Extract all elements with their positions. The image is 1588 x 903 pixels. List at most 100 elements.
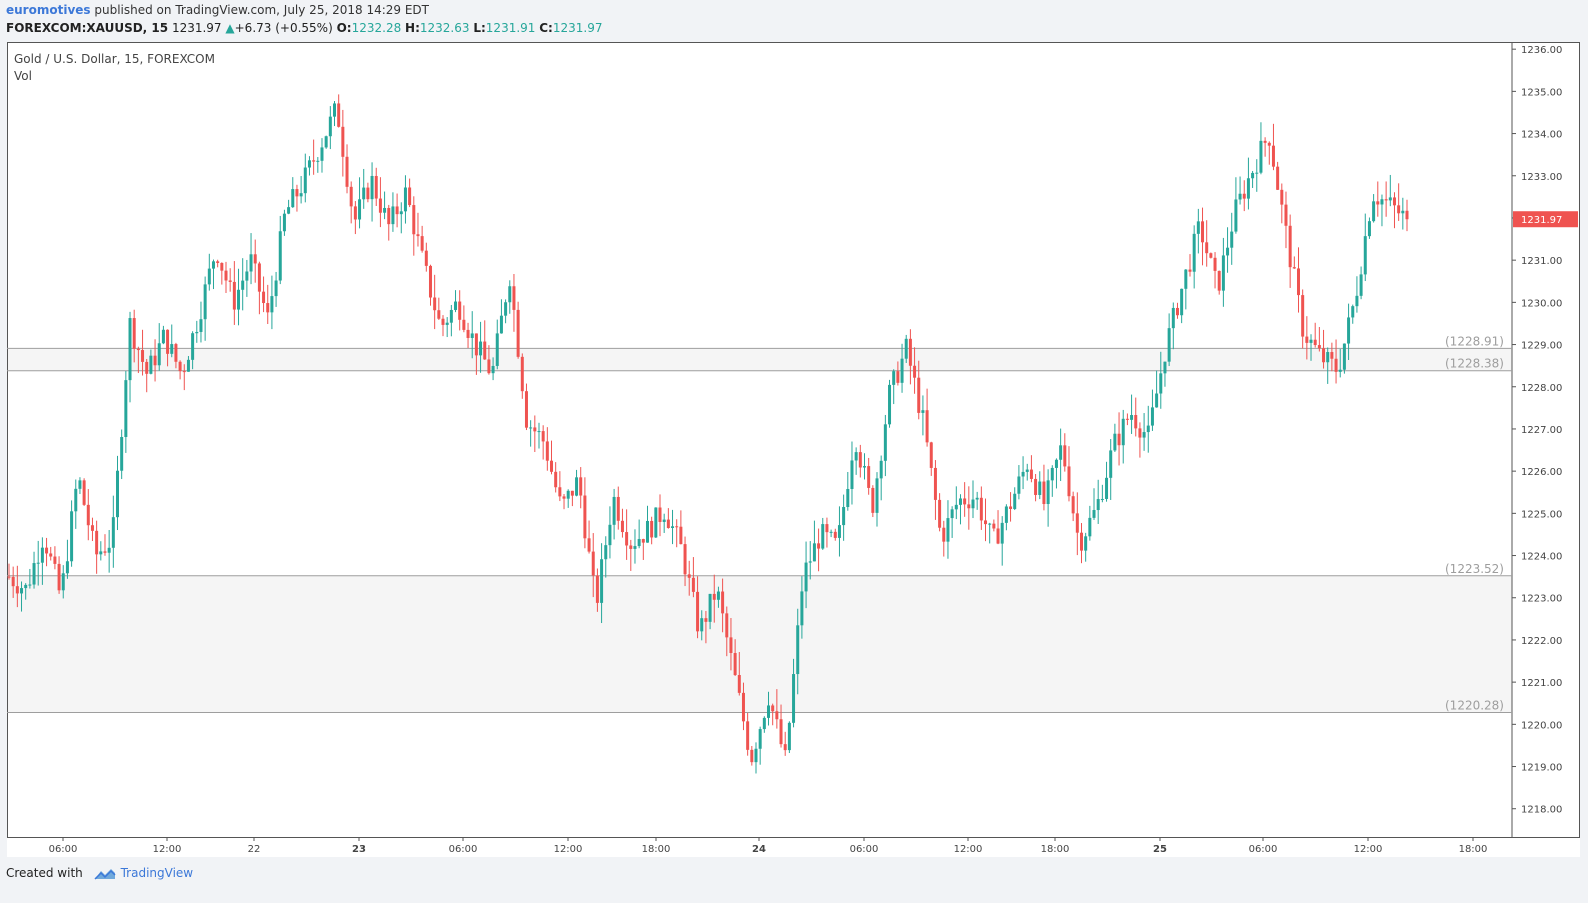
y-tick-label-17: 1219.00 [1521,763,1562,774]
x-tick-label-6: 18:00 [642,844,671,855]
candle-body-91 [387,207,391,225]
candle-body-283 [1188,269,1192,272]
candle-body-60 [257,263,261,292]
candle-body-275 [1155,393,1159,408]
publisher-line: euromotives published on TradingView.com… [6,3,429,17]
candle-body-34 [149,355,153,374]
candle-body-253 [1063,445,1067,467]
y-tick-label-10: 1226.00 [1521,467,1562,478]
candle-body-286 [1201,221,1205,243]
candle-body-135 [570,490,574,496]
candle-body-47 [203,284,207,320]
x-tick-label-14: 18:00 [1459,844,1488,855]
candle-body-150 [633,546,637,549]
candle-body-305 [1280,189,1284,205]
price-chart[interactable]: 1236.001235.001234.001233.001232.001231.… [7,42,1580,857]
candle-body-266 [1117,433,1121,446]
candle-body-143 [604,545,608,560]
candle-body-274 [1150,407,1154,426]
candle-body-116 [491,365,495,374]
candle-body-303 [1271,145,1275,167]
candle-body-71 [303,167,307,194]
candle-body-281 [1180,288,1184,316]
candle-body-290 [1217,270,1221,291]
candle-body-43 [186,359,190,372]
x-tick-label-11: 25 [1153,844,1167,855]
y-tick-label-6: 1230.00 [1521,298,1562,309]
candle-body-184 [775,711,779,720]
candle-body-80 [341,126,345,157]
last-price-label: 1231.97 [1521,215,1562,226]
candle-body-185 [779,719,783,745]
candle-body-193 [812,543,816,562]
symbol-name: FOREXCOM:XAUUSD, 15 [6,21,169,35]
candle-body-69 [295,189,299,197]
tradingview-brand-link[interactable]: TradingView [120,866,194,880]
candle-body-29 [128,318,132,381]
candle-body-38 [166,329,170,354]
candle-body-324 [1359,274,1363,296]
candle-body-110 [466,329,470,338]
candle-body-211 [888,384,892,425]
chart-area[interactable]: 1236.001235.001234.001233.001232.001231.… [7,42,1580,857]
candle-body-313 [1313,339,1317,346]
candle-body-189 [796,625,800,675]
candle-body-276 [1159,373,1163,394]
candle-body-161 [679,526,683,545]
candle-body-270 [1134,415,1138,429]
candle-body-209 [879,460,883,479]
candle-body-220 [925,410,929,443]
candle-body-13 [61,573,65,591]
candle-body-205 [862,466,866,468]
x-tick-label-12: 06:00 [1249,844,1278,855]
candle-body-219 [921,410,925,413]
candle-body-269 [1130,415,1134,420]
y-tick-label-2: 1234.00 [1521,130,1562,141]
candle-body-26 [116,470,120,518]
candle-body-309 [1296,268,1300,296]
candle-body-122 [516,309,520,357]
author-link[interactable]: euromotives [6,3,91,17]
candle-body-83 [353,206,357,220]
candle-body-326 [1367,221,1371,237]
candle-body-64 [274,280,278,297]
candle-body-74 [316,160,320,162]
candle-body-285 [1196,221,1200,234]
close-label: C: [539,21,553,35]
candle-body-277 [1163,361,1167,374]
candle-body-65 [278,231,282,281]
candle-body-257 [1079,532,1083,551]
candle-body-139 [587,538,591,552]
candle-body-272 [1142,432,1146,438]
candle-body-232 [975,497,979,500]
candle-body-137 [579,477,583,496]
candle-body-199 [837,525,841,538]
candle-body-68 [291,189,295,208]
candle-body-325 [1363,236,1367,275]
candle-body-289 [1213,257,1217,271]
candle-body-90 [383,207,387,213]
candle-body-123 [520,356,524,392]
candle-body-131 [554,471,558,488]
candle-body-153 [645,520,649,543]
candle-body-332 [1392,197,1396,206]
candle-body-251 [1054,459,1058,468]
candle-body-151 [637,539,641,547]
candle-body-245 [1029,469,1033,479]
candle-body-215 [904,338,908,359]
candle-body-132 [558,487,562,497]
candle-body-48 [207,268,211,285]
candle-body-95 [403,187,407,212]
candle-body-167 [704,618,708,622]
candle-body-53 [228,280,232,282]
candle-body-190 [800,591,804,626]
candle-body-46 [199,319,203,332]
level-label-1: (1228.38) [1445,357,1504,371]
candle-body-79 [337,103,341,127]
candle-body-241 [1013,493,1017,509]
candle-body-217 [913,365,917,378]
candle-body-304 [1276,166,1280,190]
high-value: 1232.63 [419,21,470,35]
candle-body-320 [1342,343,1346,370]
candle-body-201 [846,488,850,508]
